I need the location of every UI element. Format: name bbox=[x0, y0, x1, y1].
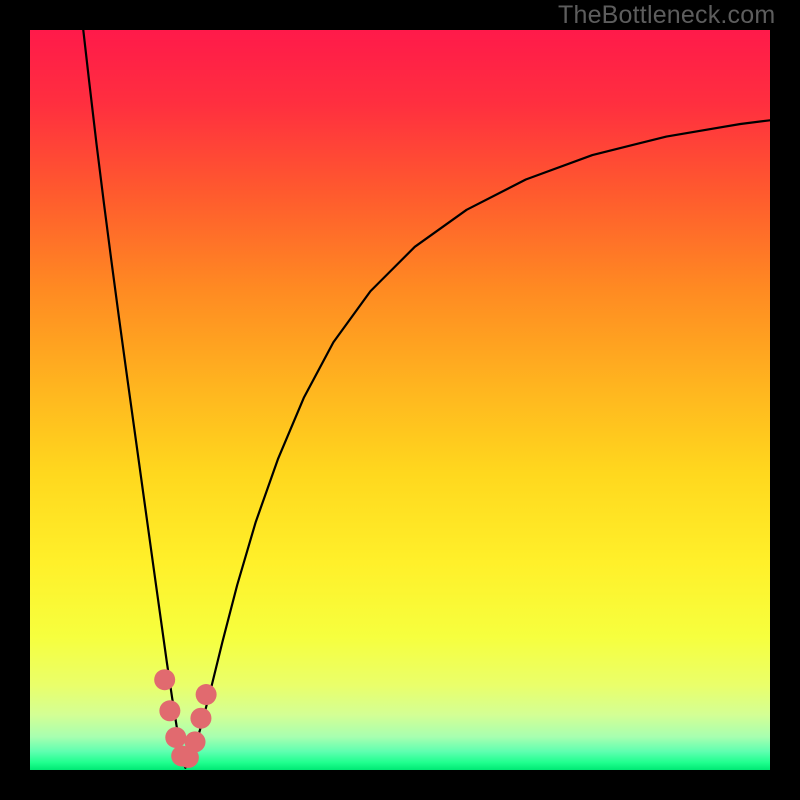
marker-point bbox=[185, 731, 206, 752]
marker-point bbox=[196, 684, 217, 705]
plot-area bbox=[30, 30, 770, 770]
chart-svg bbox=[30, 30, 770, 770]
marker-point bbox=[165, 727, 186, 748]
marker-point bbox=[159, 700, 180, 721]
gradient-background bbox=[30, 30, 770, 770]
marker-point bbox=[154, 669, 175, 690]
marker-point bbox=[190, 708, 211, 729]
watermark-text: TheBottleneck.com bbox=[558, 1, 775, 30]
